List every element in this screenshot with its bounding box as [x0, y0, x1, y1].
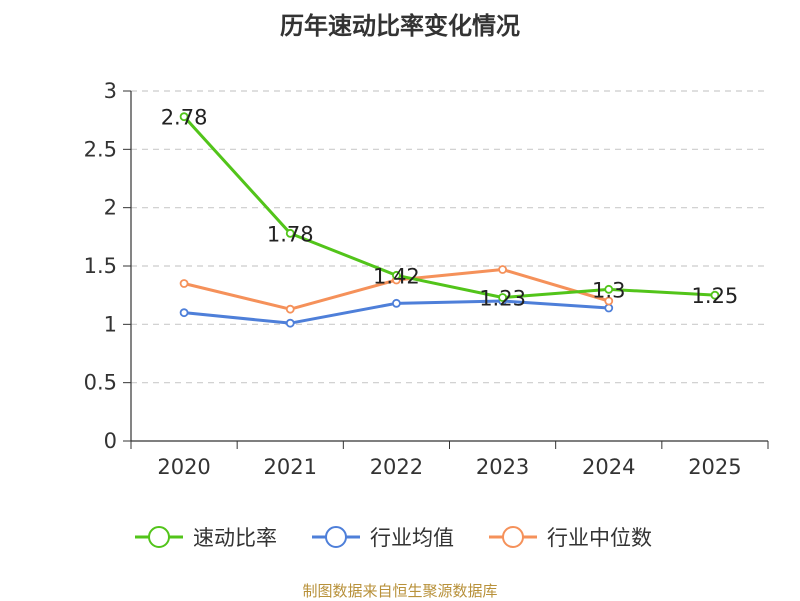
y-tick-label: 1	[104, 312, 117, 336]
data-point-0	[285, 228, 295, 238]
y-tick-label: 2	[104, 196, 117, 220]
legend-label-industry-median: 行业中位数	[547, 526, 652, 550]
x-tick-label: 2020	[157, 455, 210, 479]
y-tick-label: 2.5	[84, 137, 117, 161]
series-lines	[179, 112, 720, 328]
legend-marker-quick-ratio-icon	[135, 526, 183, 548]
data-point-1	[392, 298, 401, 308]
data-label: 1.78	[267, 222, 314, 246]
data-point-1	[604, 303, 614, 313]
data-point-0	[498, 293, 507, 302]
axes: 0 0.5 1 1.5 2 2.5 3 2020 2021 2022 2023 2024 2025	[84, 79, 769, 479]
y-tick-label: 0.5	[84, 371, 117, 395]
legend-item-industry-mean[interactable]: 行业均值	[310, 522, 454, 552]
y-tick-label: 3	[104, 79, 117, 103]
x-tick-label: 2025	[688, 455, 741, 479]
data-label: 1.23	[479, 287, 526, 311]
data-label: 1.25	[692, 284, 739, 308]
data-point-2	[604, 296, 614, 306]
x-tick-label: 2022	[370, 455, 423, 479]
data-label: 1.42	[373, 264, 420, 288]
legend-label-quick-ratio: 速动比率	[193, 526, 277, 550]
x-tick-label: 2021	[264, 455, 317, 479]
legend-label-industry-mean: 行业均值	[370, 526, 454, 550]
legend-marker-industry-mean-icon	[312, 526, 360, 548]
data-label: 1.3	[592, 278, 625, 302]
chart-title: 历年速动比率变化情况	[280, 12, 520, 40]
data-point-1	[179, 308, 189, 318]
data-point-2	[179, 279, 189, 288]
y-tick-label: 0	[104, 429, 117, 453]
data-point-0	[179, 112, 189, 122]
data-point-2	[285, 304, 295, 314]
legend: 速动比率 行业均值 行业中位数	[0, 522, 800, 552]
x-tick-label: 2023	[476, 455, 529, 479]
data-point-0	[604, 284, 614, 294]
source-note: 制图数据来自恒生聚源数据库	[302, 582, 498, 600]
series-line-0	[182, 115, 715, 299]
data-point-2	[498, 265, 507, 274]
data-point-1	[285, 318, 295, 328]
data-labels: 2.78 1.78 1.42 1.23 1.3 1.25	[161, 106, 739, 311]
x-tick-label: 2024	[582, 455, 635, 479]
legend-item-quick-ratio[interactable]: 速动比率	[133, 522, 277, 552]
grid-lines	[131, 90, 768, 384]
data-point-0	[392, 270, 401, 280]
legend-marker-industry-median-icon	[489, 526, 537, 548]
y-tick-label: 1.5	[84, 254, 117, 278]
legend-item-industry-median[interactable]: 行业中位数	[487, 522, 652, 552]
data-point-0	[710, 290, 720, 300]
data-label: 2.78	[161, 106, 208, 130]
